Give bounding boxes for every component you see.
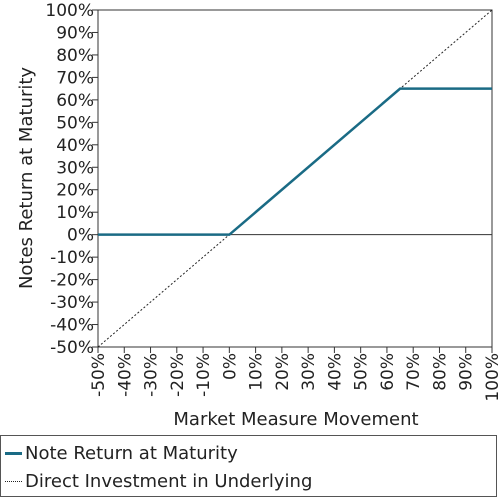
x-tick-label: 70% — [404, 353, 424, 391]
y-tick-label: 90% — [56, 23, 94, 43]
y-tick-label: 0% — [67, 226, 94, 246]
y-tick-label: -10% — [50, 248, 94, 268]
x-tick-label: -30% — [142, 353, 162, 397]
x-tick-label: -40% — [115, 353, 135, 397]
legend-item-note-return: Note Return at Maturity — [5, 440, 238, 466]
y-tick-label: 40% — [56, 136, 94, 156]
y-axis-title: Notes Return at Maturity — [16, 67, 37, 289]
y-tick-label: 80% — [56, 46, 94, 66]
series-line-note-return — [98, 87, 492, 236]
y-tick-label: -20% — [50, 271, 94, 291]
y-tick-label: 60% — [56, 91, 94, 111]
chart: -50% -40% -30% -20% -10% 0% 10% 20% 30% 40% 50% 60%… — [16, 1, 500, 430]
x-axis-title: Market Measure Movement — [173, 409, 418, 430]
y-tick-label: -50% — [50, 338, 94, 358]
y-tick-label: 100% — [45, 1, 94, 21]
x-tick-label: 30% — [299, 353, 319, 391]
x-tick-label: 10% — [247, 353, 267, 391]
x-tick-label: 0% — [220, 353, 240, 380]
y-tick-label: 30% — [56, 158, 94, 178]
x-tick-label: -50% — [89, 353, 109, 397]
x-tick-label: 60% — [378, 353, 398, 391]
y-tick-label: 10% — [56, 203, 94, 223]
series-line-direct-investment — [97, 9, 493, 348]
x-tick-label: 80% — [430, 353, 450, 391]
y-axis-ticks: 100%90% 80%70% 60%50% 40%30% 20%10% 0%-10% -20… — [45, 1, 98, 358]
x-tick-label: 20% — [273, 353, 293, 391]
y-tick-label: -30% — [50, 293, 94, 313]
legend: Note Return at Maturity Direct Investmen… — [0, 435, 497, 497]
y-tick-label: 70% — [56, 68, 94, 88]
x-tick-label: 90% — [457, 353, 477, 391]
legend-swatch-solid — [5, 451, 22, 455]
x-axis-ticks: -50% -40% -30% -20% -10% 0% 10% 20% 30% 40% 50% 60%… — [89, 347, 500, 402]
legend-item-direct-investment: Direct Investment in Underlying — [5, 468, 312, 494]
y-tick-label: 20% — [56, 181, 94, 201]
x-tick-label: 40% — [325, 353, 345, 391]
legend-swatch-dotted — [5, 480, 22, 482]
x-tick-label: -20% — [168, 353, 188, 397]
series-layer — [97, 9, 493, 348]
x-tick-label: -10% — [194, 353, 214, 397]
x-tick-label: 50% — [352, 353, 372, 391]
x-tick-label: 100% — [483, 353, 500, 402]
y-tick-label: -40% — [50, 316, 94, 336]
legend-label: Direct Investment in Underlying — [25, 470, 313, 492]
y-tick-label: 50% — [56, 113, 94, 133]
legend-label: Note Return at Maturity — [25, 442, 238, 464]
